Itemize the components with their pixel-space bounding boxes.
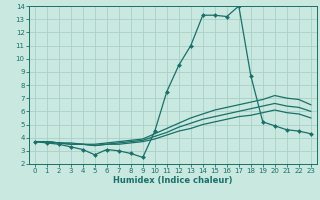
X-axis label: Humidex (Indice chaleur): Humidex (Indice chaleur) (113, 176, 233, 185)
